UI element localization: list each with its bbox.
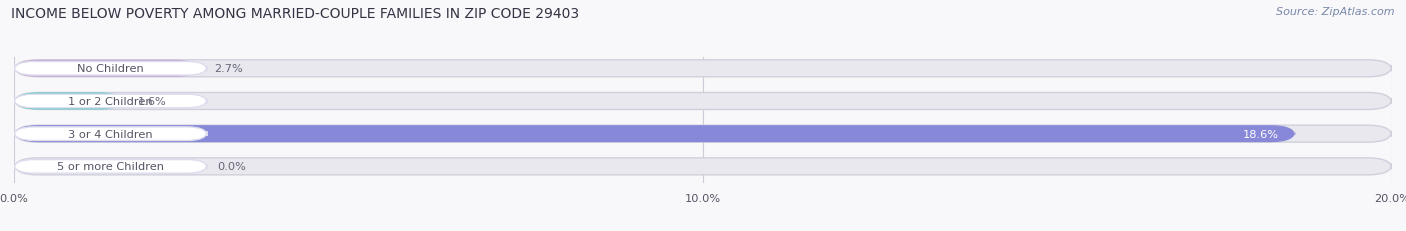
FancyBboxPatch shape	[14, 62, 207, 76]
FancyBboxPatch shape	[14, 127, 207, 141]
Text: 3 or 4 Children: 3 or 4 Children	[69, 129, 153, 139]
FancyBboxPatch shape	[14, 61, 1392, 77]
Text: 18.6%: 18.6%	[1243, 129, 1278, 139]
FancyBboxPatch shape	[14, 158, 1392, 175]
Text: 5 or more Children: 5 or more Children	[58, 162, 165, 172]
FancyBboxPatch shape	[14, 160, 207, 173]
FancyBboxPatch shape	[14, 93, 1392, 110]
FancyBboxPatch shape	[14, 95, 207, 108]
Text: No Children: No Children	[77, 64, 143, 74]
Text: 2.7%: 2.7%	[214, 64, 243, 74]
FancyBboxPatch shape	[14, 61, 200, 77]
Text: INCOME BELOW POVERTY AMONG MARRIED-COUPLE FAMILIES IN ZIP CODE 29403: INCOME BELOW POVERTY AMONG MARRIED-COUPL…	[11, 7, 579, 21]
FancyBboxPatch shape	[14, 126, 1295, 143]
Text: Source: ZipAtlas.com: Source: ZipAtlas.com	[1277, 7, 1395, 17]
FancyBboxPatch shape	[14, 93, 124, 110]
Text: 0.0%: 0.0%	[218, 162, 246, 172]
Text: 1 or 2 Children: 1 or 2 Children	[69, 97, 153, 106]
Text: 1.6%: 1.6%	[138, 97, 167, 106]
FancyBboxPatch shape	[14, 126, 1392, 143]
